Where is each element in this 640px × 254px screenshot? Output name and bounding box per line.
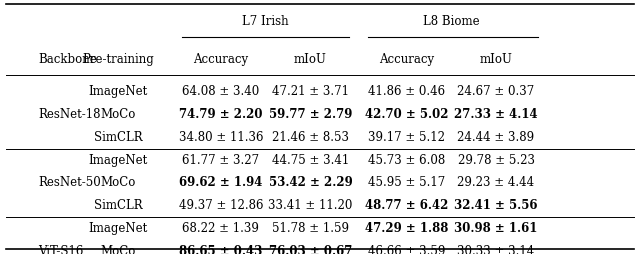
Text: MoCo: MoCo: [100, 245, 136, 254]
Text: 45.95 ± 5.17: 45.95 ± 5.17: [368, 176, 445, 189]
Text: ImageNet: ImageNet: [89, 85, 148, 99]
Text: mIoU: mIoU: [294, 53, 327, 66]
Text: 68.22 ± 1.39: 68.22 ± 1.39: [182, 222, 259, 235]
Text: 76.03 ± 0.67: 76.03 ± 0.67: [269, 245, 352, 254]
Text: 41.86 ± 0.46: 41.86 ± 0.46: [368, 85, 445, 99]
Text: 47.29 ± 1.88: 47.29 ± 1.88: [365, 222, 448, 235]
Text: 30.98 ± 1.61: 30.98 ± 1.61: [454, 222, 538, 235]
Text: 29.23 ± 4.44: 29.23 ± 4.44: [458, 176, 534, 189]
Text: SimCLR: SimCLR: [94, 199, 143, 212]
Text: L8 Biome: L8 Biome: [423, 15, 479, 28]
Text: Backbone: Backbone: [38, 53, 97, 66]
Text: MoCo: MoCo: [100, 108, 136, 121]
Text: 59.77 ± 2.79: 59.77 ± 2.79: [269, 108, 352, 121]
Text: ResNet-18: ResNet-18: [38, 108, 101, 121]
Text: Accuracy: Accuracy: [193, 53, 248, 66]
Text: 33.41 ± 11.20: 33.41 ± 11.20: [268, 199, 353, 212]
Text: ResNet-50: ResNet-50: [38, 176, 101, 189]
Text: 64.08 ± 3.40: 64.08 ± 3.40: [182, 85, 259, 99]
Text: 47.21 ± 3.71: 47.21 ± 3.71: [272, 85, 349, 99]
Text: 48.77 ± 6.42: 48.77 ± 6.42: [365, 199, 448, 212]
Text: 69.62 ± 1.94: 69.62 ± 1.94: [179, 176, 262, 189]
Text: 51.78 ± 1.59: 51.78 ± 1.59: [272, 222, 349, 235]
Text: 24.44 ± 3.89: 24.44 ± 3.89: [458, 131, 534, 144]
Text: 29.78 ± 5.23: 29.78 ± 5.23: [458, 154, 534, 167]
Text: 42.70 ± 5.02: 42.70 ± 5.02: [365, 108, 448, 121]
Text: MoCo: MoCo: [100, 176, 136, 189]
Text: 49.37 ± 12.86: 49.37 ± 12.86: [179, 199, 263, 212]
Text: 24.67 ± 0.37: 24.67 ± 0.37: [458, 85, 534, 99]
Text: 61.77 ± 3.27: 61.77 ± 3.27: [182, 154, 259, 167]
Text: Accuracy: Accuracy: [379, 53, 434, 66]
Text: 32.41 ± 5.56: 32.41 ± 5.56: [454, 199, 538, 212]
Text: ImageNet: ImageNet: [89, 154, 148, 167]
Text: 34.80 ± 11.36: 34.80 ± 11.36: [179, 131, 263, 144]
Text: Pre-training: Pre-training: [83, 53, 154, 66]
Text: 39.17 ± 5.12: 39.17 ± 5.12: [368, 131, 445, 144]
Text: 74.79 ± 2.20: 74.79 ± 2.20: [179, 108, 262, 121]
Text: 45.73 ± 6.08: 45.73 ± 6.08: [368, 154, 445, 167]
Text: 44.75 ± 3.41: 44.75 ± 3.41: [272, 154, 349, 167]
Text: 30.33 ± 3.14: 30.33 ± 3.14: [458, 245, 534, 254]
Text: ImageNet: ImageNet: [89, 222, 148, 235]
Text: ViT-S16: ViT-S16: [38, 245, 84, 254]
Text: 86.65 ± 0.43: 86.65 ± 0.43: [179, 245, 262, 254]
Text: L7 Irish: L7 Irish: [243, 15, 289, 28]
Text: 46.66 ± 3.59: 46.66 ± 3.59: [368, 245, 445, 254]
Text: SimCLR: SimCLR: [94, 131, 143, 144]
Text: 53.42 ± 2.29: 53.42 ± 2.29: [269, 176, 352, 189]
Text: mIoU: mIoU: [479, 53, 513, 66]
Text: 21.46 ± 8.53: 21.46 ± 8.53: [272, 131, 349, 144]
Text: 27.33 ± 4.14: 27.33 ± 4.14: [454, 108, 538, 121]
